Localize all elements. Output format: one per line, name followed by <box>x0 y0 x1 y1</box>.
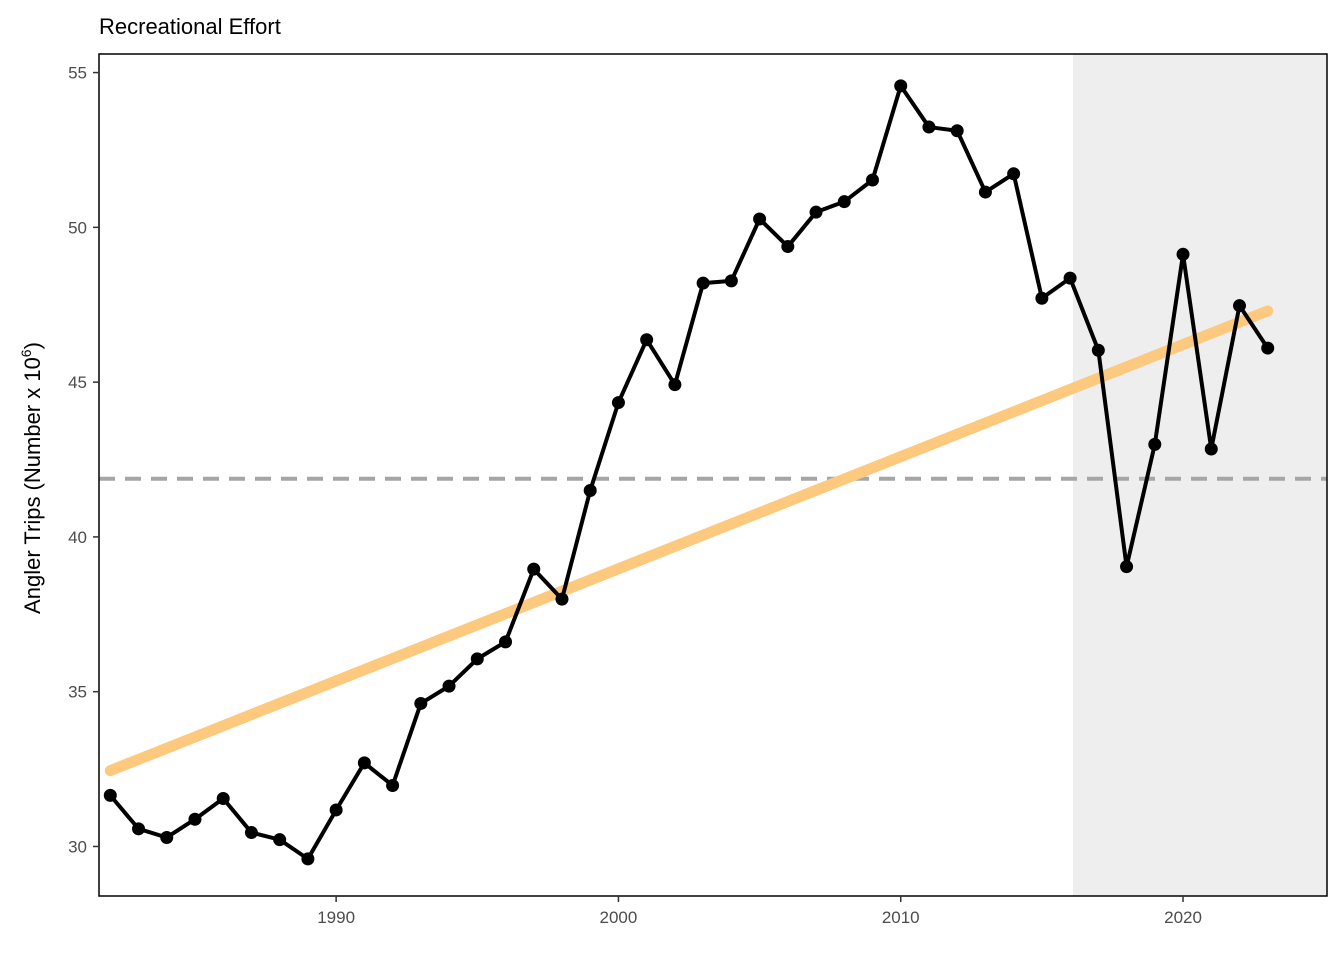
y-axis: 30 35 40 45 50 55 <box>68 64 99 856</box>
chart-title: Recreational Effort <box>99 14 281 39</box>
data-point <box>1232 299 1246 313</box>
data-point <box>978 185 992 199</box>
data-point <box>922 120 936 134</box>
data-point <box>1120 560 1134 574</box>
data-point <box>640 333 654 347</box>
x-tick-label: 2020 <box>1164 908 1202 927</box>
data-point <box>555 592 569 606</box>
data-point <box>188 812 202 826</box>
data-point <box>724 274 738 288</box>
y-axis-title-main: Angler Trips (Number x 10 <box>20 357 45 614</box>
data-point <box>894 79 908 93</box>
data-point <box>1091 343 1105 357</box>
x-tick-label: 2010 <box>882 908 920 927</box>
y-tick-label: 40 <box>68 528 87 547</box>
data-point <box>216 791 230 805</box>
data-point <box>611 396 625 410</box>
data-point <box>527 562 541 576</box>
data-point <box>1261 341 1275 355</box>
data-point <box>442 679 456 693</box>
data-point <box>103 788 117 802</box>
data-point <box>1204 442 1218 456</box>
data-point <box>837 195 851 209</box>
data-point <box>583 483 597 497</box>
y-axis-title-suffix: ) <box>20 342 45 349</box>
data-point <box>132 822 146 836</box>
x-axis: 1990 2000 2010 2020 <box>317 896 1202 927</box>
data-point <box>809 205 823 219</box>
data-point <box>470 652 484 666</box>
data-point <box>696 276 710 290</box>
y-axis-title-superscript: 6 <box>18 349 34 357</box>
y-tick-label: 50 <box>68 218 87 237</box>
data-point <box>160 830 174 844</box>
data-point <box>668 378 682 392</box>
plot-marks <box>99 54 1327 896</box>
y-tick-label: 30 <box>68 837 87 856</box>
panel-border <box>98 53 1328 897</box>
data-point <box>781 240 795 254</box>
data-point <box>414 696 428 710</box>
y-tick-label: 35 <box>68 683 87 702</box>
data-point <box>273 833 287 847</box>
y-tick-label: 45 <box>68 373 87 392</box>
data-point <box>499 635 513 649</box>
x-tick-label: 1990 <box>317 908 355 927</box>
plot-area <box>98 53 1328 897</box>
data-point <box>329 803 343 817</box>
y-tick-label: 55 <box>68 64 87 83</box>
data-point <box>1148 437 1162 451</box>
shaded-region <box>1072 54 1327 896</box>
data-point <box>950 124 964 138</box>
y-axis-title: Angler Trips (Number x 106) <box>18 342 45 614</box>
x-tick-label: 2000 <box>600 908 638 927</box>
data-point <box>753 212 767 226</box>
trend-line <box>104 305 1274 777</box>
data-point <box>1035 291 1049 305</box>
data-point <box>865 173 879 187</box>
data-point <box>1176 247 1190 261</box>
data-point <box>301 852 315 866</box>
data-point <box>1063 271 1077 285</box>
data-point <box>244 826 258 840</box>
data-point <box>1007 167 1021 181</box>
data-point <box>357 756 371 770</box>
data-point <box>386 778 400 792</box>
